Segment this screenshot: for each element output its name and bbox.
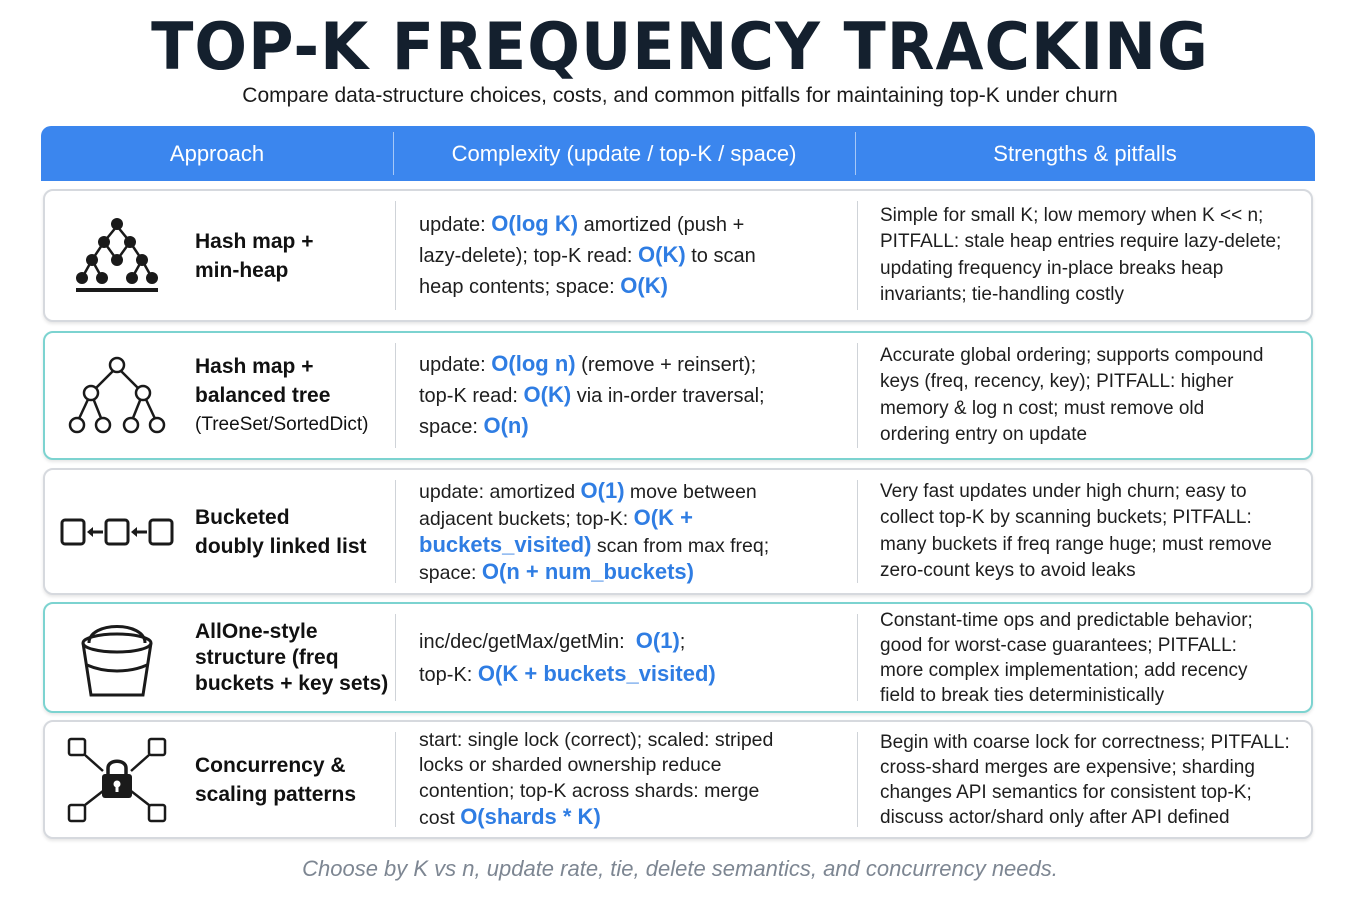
- complexity-text: space:: [419, 561, 482, 584]
- column-divider: [395, 480, 396, 583]
- column-divider: [857, 343, 858, 448]
- strengths-cell: Simple for small K; low memory when K <<…: [880, 204, 1282, 306]
- complexity-text: to scan: [685, 245, 756, 267]
- column-divider: [395, 614, 396, 701]
- complexity-text: top-K read:: [419, 385, 524, 407]
- complexity-cell: update: amortized O(1) move between adjac…: [419, 470, 851, 593]
- column-divider: [857, 480, 858, 583]
- approach-name: AllOne-style structure (freq buckets + k…: [195, 619, 389, 695]
- complexity-line: contention; top-K across shards: merge: [419, 779, 851, 805]
- table-header: Approach Complexity (update / top-K / sp…: [41, 126, 1315, 181]
- page-title: TOP-K FREQUENCY TRACKING: [151, 8, 1209, 85]
- approach-name: Concurrency & scaling patterns: [195, 753, 357, 806]
- complexity-bound: O(K): [523, 382, 572, 407]
- lock-network-icon: [57, 722, 177, 837]
- complexity-line: buckets_visited) scan from max freq;: [419, 532, 851, 559]
- column-divider: [395, 343, 396, 448]
- complexity-bound: O(log K): [491, 211, 579, 236]
- header-approach: Approach: [169, 141, 265, 166]
- complexity-text: cost: [419, 807, 461, 829]
- approach-name: Bucketed doubly linked list: [195, 505, 367, 558]
- complexity-text: space:: [419, 416, 484, 438]
- column-divider: [857, 614, 858, 701]
- strengths-cell: Accurate global ordering; supports compo…: [880, 344, 1264, 446]
- complexity-text: (remove + reinsert);: [575, 354, 757, 376]
- header-strengths: Strengths & pitfalls: [993, 141, 1177, 166]
- complexity-text: move between: [624, 480, 757, 503]
- table-row: AllOne-style structure (freq buckets + k…: [43, 602, 1313, 713]
- heap-icon: [57, 191, 177, 320]
- complexity-text: update: amortized: [419, 480, 581, 503]
- complexity-line: heap contents; space: O(K): [419, 271, 851, 302]
- complexity-bound: O(K): [638, 242, 686, 267]
- balanced-tree-icon: [57, 333, 177, 458]
- complexity-text: start: single lock (correct); scaled: st…: [419, 728, 774, 751]
- complexity-line: update: amortized O(1) move between: [419, 478, 851, 505]
- linked-list-icon: [57, 470, 177, 593]
- complexity-cell: start: single lock (correct); scaled: st…: [419, 722, 851, 837]
- header-complexity: Complexity (update / top-K / space): [451, 141, 797, 166]
- complexity-bound: O(n): [483, 413, 529, 438]
- table-row: Hash map + balanced tree (TreeSet/Sorted…: [43, 331, 1313, 460]
- complexity-bound: O(K + buckets_visited): [477, 660, 716, 686]
- header-divider: [393, 132, 394, 175]
- page-subtitle: Compare data-structure choices, costs, a…: [242, 84, 1118, 107]
- complexity-text: contention; top-K across shards: merge: [419, 779, 760, 802]
- complexity-text: locks or sharded ownership reduce: [419, 754, 722, 776]
- complexity-bound: O(shards * K): [460, 804, 601, 829]
- complexity-text: update:: [419, 214, 492, 236]
- column-divider: [857, 201, 858, 310]
- complexity-text: scan from max freq;: [591, 534, 770, 557]
- complexity-cell: update: O(log n) (remove + reinsert); top…: [419, 333, 851, 458]
- table-row: Concurrency & scaling patterns start: si…: [43, 720, 1313, 839]
- complexity-text: adjacent buckets; top-K:: [419, 507, 634, 530]
- complexity-text: heap contents; space:: [419, 276, 621, 298]
- complexity-bound: O(1): [635, 627, 680, 653]
- table-row: Hash map + min-heap update: O(log K) amo…: [43, 189, 1313, 322]
- strengths-cell: Constant-time ops and predictable behavi…: [880, 609, 1253, 706]
- complexity-bound: O(K): [620, 273, 668, 298]
- approach-name: Hash map + balanced tree (TreeSet/Sorted…: [195, 355, 369, 435]
- complexity-text: amortized (push +: [578, 214, 745, 236]
- complexity-bound: O(1): [580, 477, 625, 503]
- complexity-bound: buckets_visited): [419, 531, 592, 557]
- complexity-text: ;: [679, 630, 686, 653]
- column-divider: [395, 201, 396, 310]
- strengths-cell: Begin with coarse lock for correctness; …: [880, 731, 1290, 828]
- complexity-line: top-K: O(K + buckets_visited): [419, 658, 851, 691]
- complexity-bound: O(n + num_buckets): [481, 558, 694, 584]
- complexity-line: lazy-delete); top-K read: O(K) to scan: [419, 240, 851, 271]
- complexity-text: inc/dec/getMax/getMin:: [419, 630, 636, 653]
- complexity-line: cost O(shards * K): [419, 804, 851, 832]
- complexity-text: top-K:: [419, 663, 478, 686]
- bucket-icon: [57, 604, 177, 711]
- approach-name: Hash map + min-heap: [195, 229, 314, 282]
- footer-note: Choose by K vs n, update rate, tie, dele…: [302, 856, 1058, 881]
- complexity-line: adjacent buckets; top-K: O(K +: [419, 505, 851, 532]
- complexity-cell: update: O(log K) amortized (push + lazy-d…: [419, 191, 851, 320]
- column-divider: [857, 732, 858, 827]
- complexity-line: inc/dec/getMax/getMin: O(1);: [419, 625, 851, 658]
- complexity-line: update: O(log n) (remove + reinsert);: [419, 349, 851, 380]
- complexity-line: top-K read: O(K) via in-order traversal;: [419, 380, 851, 411]
- complexity-cell: inc/dec/getMax/getMin: O(1); top-K: O(K +…: [419, 604, 851, 711]
- column-divider: [395, 732, 396, 827]
- header-divider: [855, 132, 856, 175]
- complexity-line: space: O(n): [419, 411, 851, 442]
- table-row: Bucketed doubly linked list update: amor…: [43, 468, 1313, 595]
- complexity-text: via in-order traversal;: [571, 385, 765, 407]
- complexity-line: space: O(n + num_buckets): [419, 559, 851, 586]
- complexity-text: lazy-delete); top-K read:: [419, 245, 638, 267]
- complexity-text: update:: [419, 354, 492, 376]
- complexity-bound: O(K +: [633, 504, 693, 530]
- strengths-cell: Very fast updates under high churn; easy…: [880, 480, 1272, 582]
- complexity-line: start: single lock (correct); scaled: st…: [419, 728, 851, 754]
- complexity-line: locks or sharded ownership reduce: [419, 753, 851, 779]
- complexity-bound: O(log n): [491, 351, 576, 376]
- complexity-line: update: O(log K) amortized (push +: [419, 209, 851, 240]
